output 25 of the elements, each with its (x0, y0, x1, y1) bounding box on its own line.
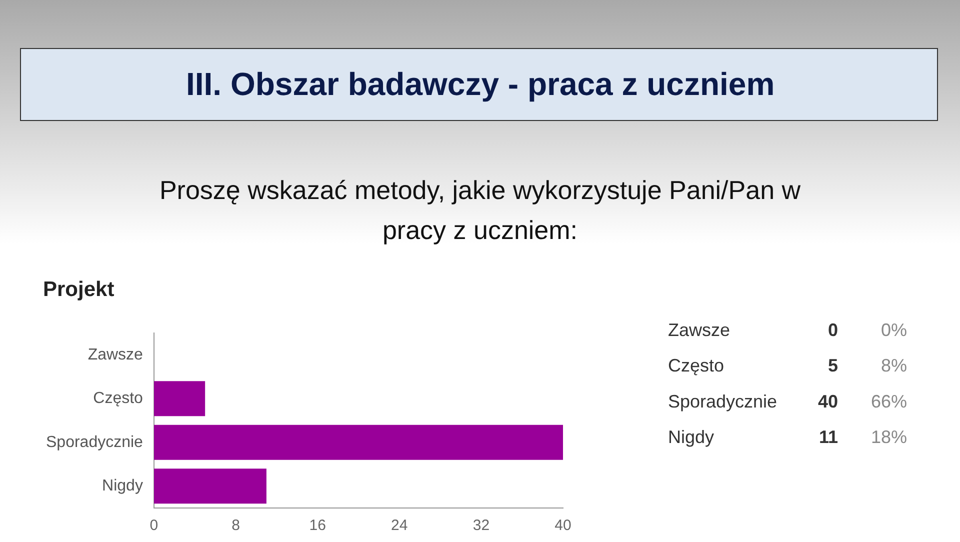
text: 11 (818, 427, 838, 448)
x-tick-label: 32 (472, 517, 490, 534)
y-tick-label: Nigdy (102, 478, 143, 495)
x-tick-label: 16 (309, 517, 326, 534)
category-label: Sporadycznie (668, 391, 778, 412)
x-tick-label: 8 (232, 517, 240, 534)
category-label: Zawsze (668, 320, 730, 340)
y-tick-label: Zawsze (88, 346, 144, 364)
text: 18% (870, 427, 907, 448)
text: 5 (828, 356, 838, 376)
category-label: Często (668, 356, 724, 376)
text: 40 (818, 391, 838, 412)
chart-title: III. Obszar badawczy - praca z uczniem (186, 66, 775, 103)
category-label: Nigdy (668, 427, 714, 448)
text: 0% (880, 320, 907, 340)
text: Projekt (43, 278, 114, 301)
y-tick-label: Często (93, 390, 144, 408)
y-tick-label: Sporadycznie (46, 434, 144, 451)
text: 0 (828, 320, 838, 340)
text: 66% (870, 391, 907, 412)
text: 8% (880, 356, 907, 376)
x-tick-label: 24 (391, 517, 408, 534)
x-tick-label: 40 (554, 517, 572, 534)
x-tick-label: 0 (150, 517, 158, 534)
chart-subtitle: Proszę wskazać metody, jakie wykorzystuje Pani/Pan w pracy z uczniem: (158, 174, 802, 247)
